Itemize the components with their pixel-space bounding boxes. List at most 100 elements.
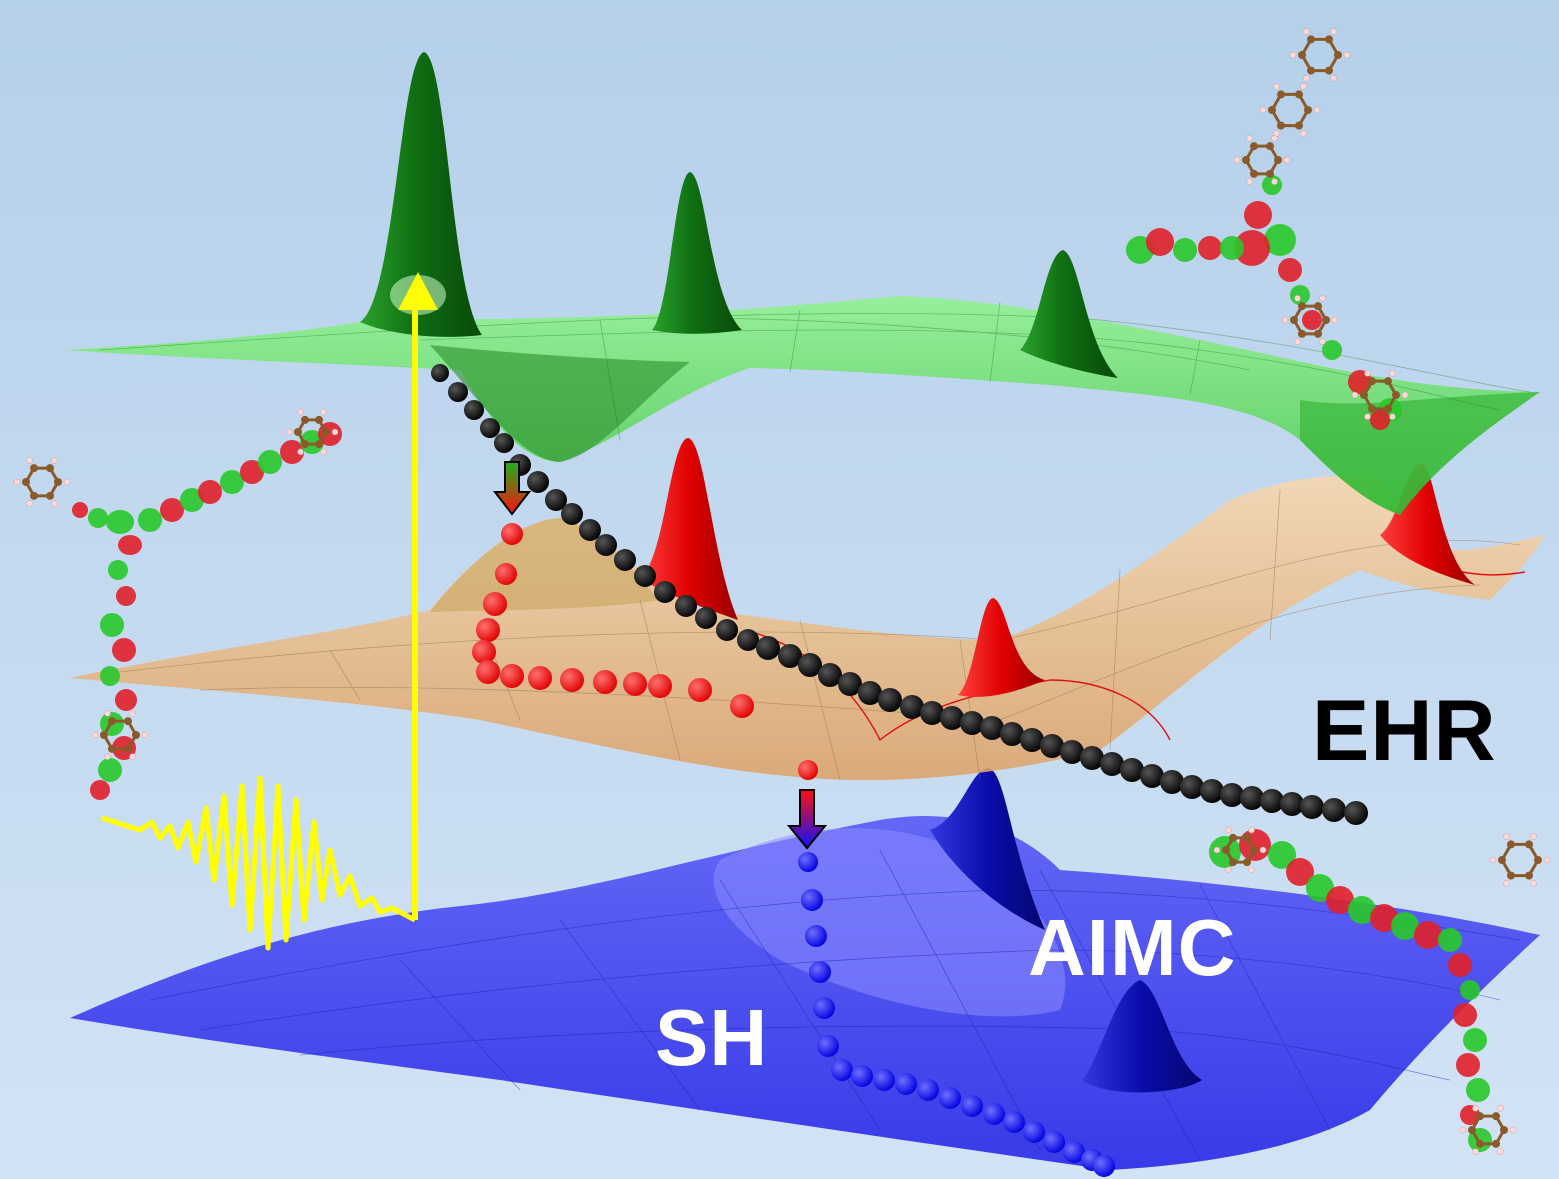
- carbon-atom: [1525, 840, 1533, 849]
- ehr-label: EHR: [1312, 683, 1497, 779]
- ehr-trajectory-point: [878, 688, 902, 712]
- carbon-atom: [1295, 90, 1303, 99]
- carbon-atom: [108, 717, 116, 726]
- hydrogen-atom: [1509, 1126, 1517, 1134]
- sh-trajectory-point-blue: [917, 1079, 939, 1101]
- ehr-trajectory-point: [448, 382, 468, 402]
- orbital-lobe: [100, 666, 120, 686]
- excited-state-surface: [65, 296, 1540, 515]
- sh-trajectory-point-red: [495, 563, 517, 585]
- sh-trajectory-point-blue: [1023, 1121, 1045, 1143]
- sh-trajectory-point-blue: [801, 889, 823, 911]
- carbon-atom: [1360, 391, 1368, 399]
- carbon-atom: [1243, 833, 1251, 842]
- sh-trajectory-point-red: [472, 640, 496, 664]
- sh-label: SH: [655, 993, 769, 1082]
- carbon-atom: [1250, 142, 1258, 151]
- carbon-atom: [1368, 404, 1376, 413]
- hydrogen-atom: [1225, 866, 1232, 874]
- orbital-lobe: [1448, 953, 1472, 977]
- sh-trajectory-point-blue: [798, 852, 818, 872]
- orbital-lobe: [1456, 1053, 1480, 1077]
- carbon-atom: [1250, 169, 1258, 178]
- orbital-lobe: [1173, 238, 1197, 262]
- ehr-trajectory-point: [1322, 798, 1346, 822]
- sh-trajectory-point-blue: [831, 1059, 853, 1081]
- carbon-atom: [1468, 1126, 1476, 1134]
- carbon-atom: [46, 464, 54, 473]
- ehr-trajectory-point: [1100, 752, 1124, 776]
- orbital-lobe: [180, 488, 204, 512]
- orbital-lobe: [198, 480, 222, 504]
- hydrogen-atom: [1319, 338, 1326, 345]
- sh-trajectory-point-blue: [1093, 1155, 1115, 1177]
- hydrogen-atom: [1389, 370, 1396, 377]
- hydrogen-atom: [91, 731, 99, 739]
- carbon-atom: [1290, 316, 1298, 324]
- carbon-atom: [30, 464, 38, 473]
- carbon-atom: [1266, 169, 1274, 178]
- hydrogen-atom: [1503, 833, 1510, 840]
- carbon-atom: [1325, 35, 1333, 44]
- orbital-lobe: [1198, 236, 1222, 260]
- hydrogen-atom: [1351, 391, 1359, 399]
- hydrogen-atom: [1503, 880, 1510, 887]
- ehr-trajectory-point: [980, 716, 1004, 740]
- excitation-arrow-icon: [398, 272, 438, 310]
- hydrogen-atom: [1233, 156, 1241, 164]
- carbon-atom: [294, 428, 302, 436]
- ehr-trajectory-point: [1120, 758, 1144, 782]
- hydrogen-atom: [13, 478, 21, 486]
- orbital-lobe: [1460, 980, 1480, 1000]
- sh-trajectory-point-red: [648, 674, 672, 698]
- carbon-atom: [1307, 66, 1315, 75]
- hydrogen-atom: [1246, 135, 1253, 142]
- carbon-atom: [315, 415, 323, 424]
- orbital-lobe: [1463, 1028, 1487, 1052]
- orbital-lobe: [88, 508, 108, 528]
- excited-wavepacket-1: [360, 52, 482, 337]
- ehr-trajectory-point: [1344, 801, 1368, 825]
- carbon-atom: [1229, 833, 1237, 842]
- orbital-lobe: [280, 440, 304, 464]
- hydrogen-atom: [26, 500, 33, 507]
- hydrogen-atom: [1259, 106, 1267, 114]
- sh-trajectory-point-blue: [961, 1095, 983, 1117]
- carbon-atom: [301, 440, 309, 449]
- orbital-lobe: [116, 586, 136, 606]
- molecule-top-right: [1126, 28, 1409, 430]
- ehr-trajectory-point: [1000, 722, 1024, 746]
- carbon-atom: [1243, 858, 1251, 867]
- sh-trajectory-upper: [472, 523, 818, 780]
- carbon-atom: [1277, 121, 1285, 130]
- hydrogen-atom: [1283, 156, 1291, 164]
- hydrogen-atom: [1246, 178, 1253, 185]
- carbon-atom: [1507, 871, 1515, 880]
- carbon-atom: [1492, 1139, 1500, 1148]
- hydrogen-atom: [1300, 130, 1307, 137]
- ehr-trajectory-point: [1200, 779, 1224, 803]
- sh-trajectory-point-red: [623, 672, 647, 696]
- carbon-atom: [1476, 1112, 1484, 1121]
- orbital-lobe: [1234, 230, 1270, 266]
- hydrogen-atom: [1213, 846, 1221, 854]
- ground-wavepacket-1: [930, 768, 1045, 930]
- sh-trajectory-point-red: [500, 664, 524, 688]
- hydrogen-atom: [1300, 83, 1307, 90]
- ehr-trajectory-point: [1160, 770, 1184, 794]
- orbital-lobe: [1220, 236, 1244, 260]
- ehr-trajectory-point: [756, 636, 780, 660]
- ehr-trajectory-point: [1060, 740, 1084, 764]
- orbital-lobe: [1453, 1003, 1477, 1027]
- ehr-trajectory-point: [464, 400, 484, 420]
- hydrogen-atom: [1389, 413, 1396, 420]
- orbital-lobe: [1326, 886, 1354, 914]
- hydrogen-atom: [285, 428, 293, 436]
- orbital-lobe: [1466, 1078, 1490, 1102]
- carbon-atom: [1222, 846, 1230, 854]
- hydrogen-atom: [1294, 295, 1301, 302]
- orbital-lobe: [1262, 175, 1282, 195]
- carbon-atom: [1384, 404, 1392, 413]
- sh-trajectory-point-red: [560, 668, 584, 692]
- aimc-label: AIMC: [1028, 903, 1237, 992]
